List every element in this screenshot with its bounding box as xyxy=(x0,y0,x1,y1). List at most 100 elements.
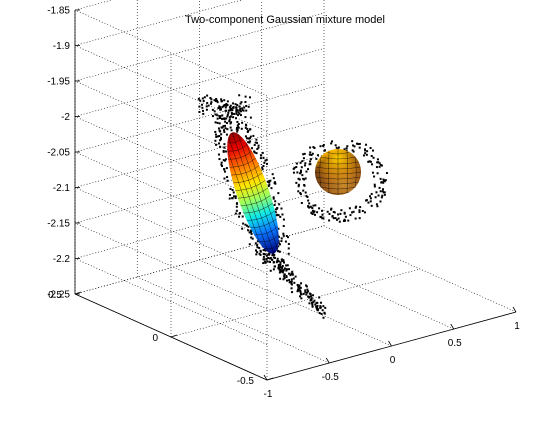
data-point xyxy=(280,240,283,243)
data-point xyxy=(318,296,321,299)
data-point xyxy=(344,215,347,218)
data-point xyxy=(290,283,293,286)
data-point xyxy=(265,162,268,165)
data-point xyxy=(315,307,318,310)
data-point xyxy=(206,94,209,97)
data-point xyxy=(308,295,311,298)
data-point xyxy=(214,99,217,102)
data-point xyxy=(300,282,303,285)
data-point xyxy=(363,211,366,214)
data-point xyxy=(229,104,232,107)
data-point xyxy=(312,211,315,214)
data-point xyxy=(272,268,275,271)
data-point xyxy=(318,207,321,210)
data-point xyxy=(321,209,324,212)
z-tick-label: -2.25 xyxy=(47,290,70,301)
data-point xyxy=(217,142,220,145)
grid-line xyxy=(74,9,268,97)
data-point xyxy=(211,115,214,118)
data-point xyxy=(286,264,289,267)
data-point xyxy=(215,143,218,146)
data-point xyxy=(236,130,239,133)
data-point xyxy=(238,112,241,115)
data-point xyxy=(241,121,244,124)
data-point xyxy=(217,153,220,156)
data-point xyxy=(243,106,246,109)
data-point xyxy=(225,102,228,105)
data-point xyxy=(304,289,307,292)
data-point xyxy=(216,101,219,104)
data-point xyxy=(370,155,373,158)
data-point xyxy=(354,206,357,209)
data-point xyxy=(331,140,334,143)
data-point xyxy=(343,148,346,151)
data-point xyxy=(377,161,380,164)
grid-line xyxy=(74,190,325,259)
data-point xyxy=(283,275,286,278)
data-point xyxy=(285,275,288,278)
data-point xyxy=(367,160,370,163)
data-point xyxy=(272,196,275,199)
data-point xyxy=(282,234,285,237)
data-point xyxy=(280,207,283,210)
data-point xyxy=(330,207,333,210)
data-point xyxy=(323,311,326,314)
data-point xyxy=(210,101,213,104)
data-point xyxy=(318,312,321,315)
data-point xyxy=(229,126,232,129)
data-point xyxy=(381,190,384,193)
data-point xyxy=(316,211,319,214)
data-point xyxy=(253,150,256,153)
data-point xyxy=(364,152,367,155)
data-point xyxy=(307,295,310,298)
data-point xyxy=(303,178,306,181)
data-point xyxy=(269,179,272,182)
data-point xyxy=(371,163,374,166)
data-point xyxy=(223,177,226,180)
data-point xyxy=(267,257,270,260)
data-point xyxy=(251,147,254,150)
data-point xyxy=(201,97,204,100)
sphere-component xyxy=(314,148,362,195)
data-point xyxy=(199,99,202,102)
data-point xyxy=(277,241,280,244)
data-point xyxy=(295,181,298,184)
data-point xyxy=(383,193,386,196)
data-point xyxy=(228,109,231,112)
data-point xyxy=(302,153,305,156)
data-point xyxy=(217,127,220,130)
data-point xyxy=(238,212,241,215)
data-point xyxy=(309,146,312,149)
data-point xyxy=(371,171,374,174)
data-point xyxy=(283,273,286,276)
data-point xyxy=(292,167,295,170)
data-point xyxy=(299,291,302,294)
data-point xyxy=(219,116,222,119)
data-point xyxy=(310,212,313,215)
data-point xyxy=(227,111,230,114)
data-point xyxy=(379,200,382,203)
data-point xyxy=(244,223,247,226)
data-point xyxy=(378,165,381,168)
data-point xyxy=(296,288,299,291)
data-point xyxy=(322,143,325,146)
data-point xyxy=(245,109,248,112)
data-point xyxy=(262,253,265,256)
data-point xyxy=(232,105,235,108)
data-point xyxy=(241,215,244,218)
data-point xyxy=(223,103,226,106)
data-point xyxy=(234,197,237,200)
data-point xyxy=(257,146,260,149)
data-point xyxy=(280,237,283,240)
data-point xyxy=(288,268,291,271)
data-point xyxy=(223,170,226,173)
data-point xyxy=(266,260,269,263)
data-point xyxy=(311,152,314,155)
data-point xyxy=(302,292,305,295)
data-point xyxy=(319,145,322,148)
data-point xyxy=(235,202,238,205)
data-point xyxy=(278,264,281,267)
data-point xyxy=(346,145,349,148)
data-point xyxy=(222,117,225,120)
data-point xyxy=(305,293,308,296)
